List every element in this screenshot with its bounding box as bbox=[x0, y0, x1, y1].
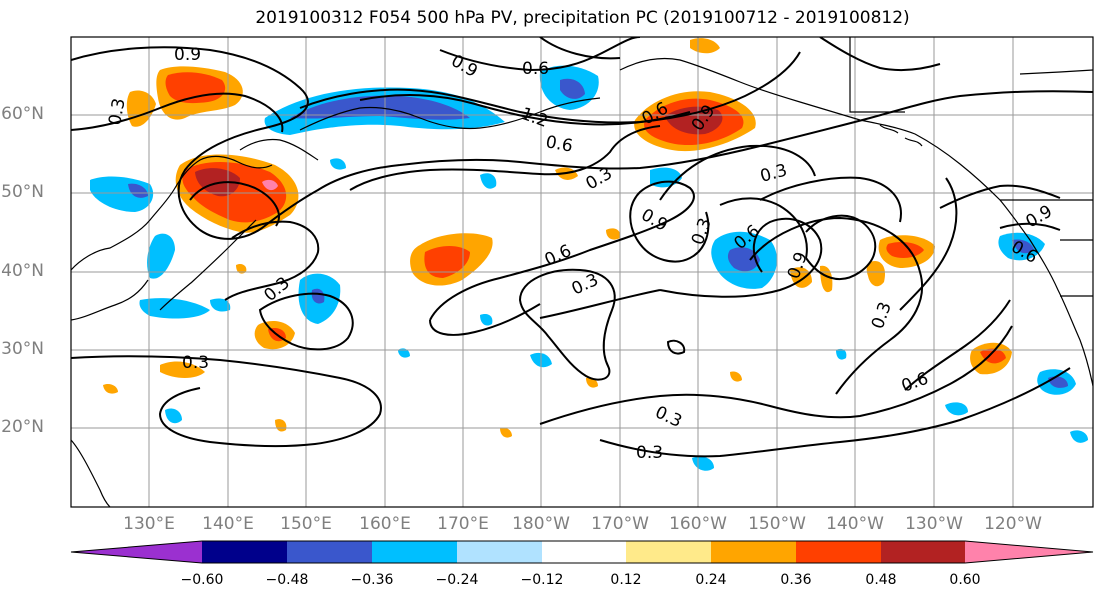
lon-label: 150°E bbox=[280, 514, 332, 534]
colorbar-segment bbox=[881, 541, 965, 563]
map-area: 0.9 0.9 0.6 0.3 1.2 0.6 0.3 0.3 0.9 0.3 … bbox=[71, 37, 1093, 507]
lat-label: 60°N bbox=[1, 104, 44, 124]
lat-label: 30°N bbox=[1, 339, 44, 359]
lon-label: 140°E bbox=[202, 514, 254, 534]
lat-label: 20°N bbox=[1, 417, 44, 437]
contour-label: 0.3 bbox=[105, 97, 129, 127]
contour-label: 0.9 bbox=[174, 45, 201, 65]
pv-contours bbox=[71, 37, 1093, 458]
lon-label: 130°W bbox=[905, 514, 963, 534]
colorbar-tick-label: 0.60 bbox=[949, 572, 981, 588]
lon-label: 160°E bbox=[359, 514, 411, 534]
contour-label: 0.3 bbox=[636, 443, 663, 463]
lon-label: 130°E bbox=[123, 514, 175, 534]
colorbar-tick-label: −0.36 bbox=[350, 572, 394, 588]
lon-label: 120°W bbox=[984, 514, 1042, 534]
colorbar-segment bbox=[542, 541, 626, 563]
colorbar-tick-label: 0.48 bbox=[865, 572, 897, 588]
colorbar-tick-label: −0.48 bbox=[265, 572, 309, 588]
lon-label: 140°W bbox=[826, 514, 884, 534]
lon-label: 170°W bbox=[591, 514, 649, 534]
colorbar-segment bbox=[372, 541, 457, 563]
contour-label: 0.6 bbox=[522, 59, 549, 79]
map-frame bbox=[70, 36, 1094, 508]
graticule bbox=[71, 37, 1093, 507]
lon-label: 150°W bbox=[748, 514, 806, 534]
colorbar bbox=[70, 540, 1094, 564]
colorbar-tick-label: −0.12 bbox=[520, 572, 564, 588]
lat-label: 50°N bbox=[1, 182, 44, 202]
colorbar-segment bbox=[202, 541, 287, 563]
colorbar-segment bbox=[457, 541, 542, 563]
colorbar-segment bbox=[287, 541, 372, 563]
colorbar-tick-label: −0.24 bbox=[435, 572, 479, 588]
contour-label: 0.6 bbox=[544, 132, 574, 156]
colorbar-tick-label: 0.36 bbox=[780, 572, 812, 588]
lat-label: 40°N bbox=[1, 261, 44, 281]
colorbar-tick-label: 0.12 bbox=[610, 572, 642, 588]
colorbar-extend-low bbox=[71, 541, 202, 563]
colorbar-segment bbox=[796, 541, 881, 563]
colorbar-segment bbox=[626, 541, 711, 563]
colorbar-tick-label: −0.60 bbox=[180, 572, 224, 588]
colorbar-extend-high bbox=[965, 541, 1093, 563]
lon-label: 180°W bbox=[512, 514, 570, 534]
colorbar-tick-label: 0.24 bbox=[695, 572, 727, 588]
coastlines bbox=[71, 37, 1093, 507]
lon-label: 160°W bbox=[669, 514, 727, 534]
colorbar-segment bbox=[711, 541, 796, 563]
lon-label: 170°E bbox=[437, 514, 489, 534]
contour-label: 0.3 bbox=[182, 353, 209, 373]
map-title: 2019100312 F054 500 hPa PV, precipitatio… bbox=[255, 8, 910, 28]
